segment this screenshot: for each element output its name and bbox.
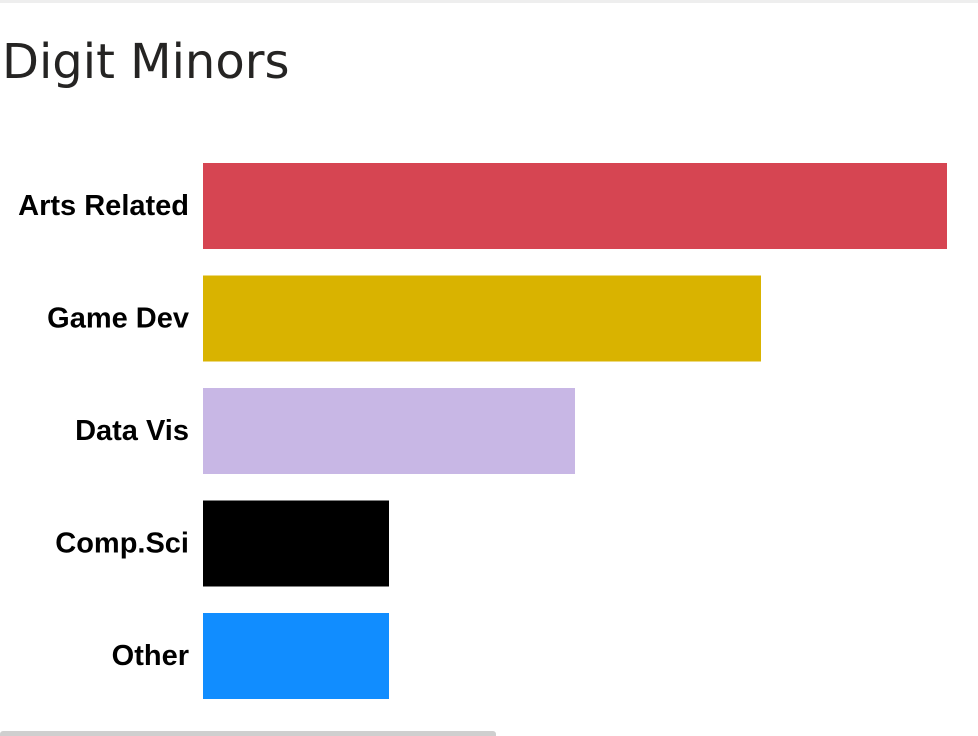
category-label-other: Other bbox=[112, 640, 189, 672]
chart-title: Digit Minors bbox=[2, 34, 290, 90]
bar-game-dev[interactable] bbox=[203, 275, 761, 362]
bar-other[interactable] bbox=[203, 613, 389, 699]
category-label-data-vis: Data Vis bbox=[75, 415, 189, 447]
category-label-comp-sci: Comp.Sci bbox=[55, 528, 189, 560]
horizontal-scrollbar[interactable] bbox=[0, 731, 496, 736]
category-label-game-dev: Game Dev bbox=[47, 303, 189, 335]
top-divider bbox=[0, 0, 978, 3]
bar-data-vis[interactable] bbox=[203, 388, 575, 474]
category-label-arts-related: Arts Related bbox=[18, 190, 189, 222]
bar-comp-sci[interactable] bbox=[203, 500, 389, 587]
bar-arts-related[interactable] bbox=[203, 163, 947, 249]
